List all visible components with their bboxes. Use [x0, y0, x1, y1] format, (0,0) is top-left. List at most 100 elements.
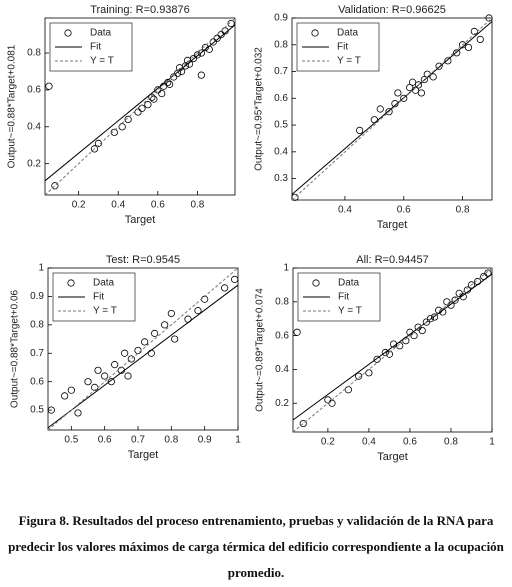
fit-line	[44, 17, 236, 196]
data-point	[194, 307, 202, 315]
y-tick-label: 0.5	[274, 120, 288, 131]
data-point	[121, 349, 129, 357]
data-point	[408, 78, 417, 86]
y-tick-label: 0.4	[275, 364, 289, 375]
legend-label: Data	[90, 28, 112, 39]
data-point	[90, 145, 99, 153]
x-tick-label: 0.6	[98, 435, 112, 446]
data-point	[459, 293, 467, 301]
data-point	[197, 49, 205, 57]
data-point	[365, 369, 373, 377]
data-point	[189, 54, 198, 63]
x-axis-label: Target	[128, 449, 159, 461]
legend-label: Fit	[90, 42, 101, 53]
data-point	[406, 83, 414, 92]
legend-label: Data	[93, 278, 115, 289]
data-point	[94, 139, 103, 147]
x-tick-label: 0.8	[190, 200, 204, 211]
data-point	[154, 86, 162, 94]
data-point	[151, 329, 159, 337]
data-point	[127, 355, 135, 363]
y-tick-label: 0.2	[275, 398, 289, 409]
y-axis-label: Output~=0.88*Target+0.081	[7, 44, 18, 168]
data-point	[394, 89, 402, 97]
y-axis-label: Output~=0.89*Target+0.074	[255, 288, 266, 412]
data-point	[158, 89, 166, 98]
x-tick-label: 0.4	[111, 200, 125, 211]
data-point	[166, 80, 174, 88]
y-tick-label: 1	[38, 263, 44, 274]
data-point	[299, 419, 307, 428]
data-point	[391, 100, 399, 108]
data-point	[110, 128, 118, 136]
y-tick-label: 0.8	[274, 39, 288, 50]
data-point	[111, 361, 119, 369]
data-point	[167, 309, 175, 318]
fit-line	[292, 267, 493, 433]
fit-line	[47, 284, 239, 429]
chart-title: All: R=0.94457	[356, 254, 428, 266]
fit-line	[291, 21, 493, 195]
x-axis-label: Target	[125, 214, 156, 226]
data-point	[420, 75, 428, 84]
legend-label: Fit	[93, 292, 104, 303]
data-point	[47, 406, 55, 414]
data-point	[376, 105, 384, 113]
x-tick-label: 1	[489, 437, 495, 448]
x-tick-label: 0.6	[151, 200, 165, 211]
data-point	[435, 62, 443, 70]
fit-line	[44, 24, 236, 182]
data-point	[101, 372, 109, 380]
data-point	[293, 328, 301, 336]
data-point	[356, 126, 364, 135]
legend-label: Y = T	[93, 306, 117, 317]
data-point	[201, 43, 209, 52]
data-point	[453, 49, 461, 57]
data-point	[385, 108, 393, 116]
x-tick-label: 0.9	[198, 435, 212, 446]
y-tick-label: 0.9	[30, 291, 44, 302]
data-point	[197, 71, 205, 79]
fit-line	[291, 17, 493, 201]
data-point	[213, 34, 221, 42]
chart-title: Validation: R=0.96625	[338, 4, 446, 16]
data-point	[170, 73, 178, 81]
y-tick-label: 0.8	[275, 296, 289, 307]
chart-title: Training: R=0.93876	[90, 4, 190, 16]
legend-label: Data	[338, 278, 360, 289]
data-point	[418, 326, 426, 335]
x-tick-label: 0.8	[444, 437, 458, 448]
x-tick-label: 0.8	[164, 435, 178, 446]
y-tick-label: 0.6	[274, 93, 288, 104]
data-point	[148, 93, 156, 101]
data-point	[144, 101, 152, 109]
x-tick-label: 0.5	[64, 435, 78, 446]
y-tick-label: 0.6	[275, 330, 289, 341]
data-point	[400, 94, 408, 102]
x-tick-label: 0.6	[403, 437, 417, 448]
legend-symbol	[64, 29, 72, 37]
legend-symbol	[67, 279, 75, 287]
legend-label: Y = T	[338, 306, 362, 317]
y-tick-label: 0.6	[27, 85, 41, 96]
x-tick-label: 0.4	[338, 205, 352, 216]
x-tick-label: 0.2	[72, 200, 86, 211]
data-point	[231, 275, 239, 283]
data-point	[385, 350, 394, 358]
data-point	[227, 19, 235, 28]
data-point	[94, 366, 102, 374]
data-point	[193, 51, 201, 59]
data-point	[396, 342, 404, 350]
data-point	[484, 269, 492, 277]
y-axis-label: Output~=0.95*Target+0.032	[254, 47, 265, 171]
x-axis-label: Target	[377, 451, 408, 463]
x-tick-label: 0.7	[131, 435, 145, 446]
data-point	[429, 73, 437, 81]
data-point	[150, 95, 158, 103]
data-point	[221, 284, 229, 292]
data-point	[451, 296, 459, 304]
legend-label: Data	[337, 28, 359, 39]
x-tick-label: 0.8	[456, 205, 470, 216]
data-point	[373, 355, 381, 363]
data-point	[107, 378, 115, 386]
